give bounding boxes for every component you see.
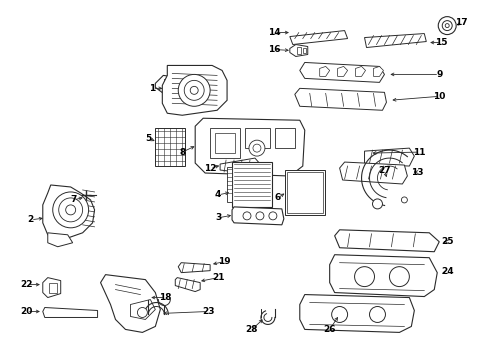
Polygon shape <box>364 33 426 48</box>
Polygon shape <box>42 185 94 240</box>
Bar <box>286 172 322 213</box>
Polygon shape <box>319 67 329 76</box>
Text: 10: 10 <box>432 92 445 101</box>
Circle shape <box>441 21 451 31</box>
Polygon shape <box>42 278 61 298</box>
Polygon shape <box>220 158 262 174</box>
Circle shape <box>401 197 407 203</box>
Bar <box>296 46 300 54</box>
Polygon shape <box>155 75 177 93</box>
Circle shape <box>369 306 385 323</box>
Bar <box>285 170 324 215</box>
Polygon shape <box>48 233 73 247</box>
Circle shape <box>53 192 88 228</box>
Text: 25: 25 <box>440 237 452 246</box>
Text: 1: 1 <box>149 84 155 93</box>
Text: 9: 9 <box>435 70 442 79</box>
Text: 5: 5 <box>145 134 151 143</box>
Text: 6: 6 <box>274 193 281 202</box>
Text: 28: 28 <box>245 325 258 334</box>
Circle shape <box>354 267 374 287</box>
Circle shape <box>388 267 408 287</box>
Bar <box>302 48 305 54</box>
Text: 2: 2 <box>28 215 34 224</box>
Bar <box>164 80 174 89</box>
Polygon shape <box>195 118 304 176</box>
Circle shape <box>331 306 347 323</box>
Text: 4: 4 <box>214 190 221 199</box>
Circle shape <box>444 24 448 28</box>
Polygon shape <box>130 300 155 319</box>
Polygon shape <box>299 294 413 332</box>
Text: 13: 13 <box>410 167 423 176</box>
Text: 14: 14 <box>267 28 280 37</box>
Bar <box>215 133 235 153</box>
Polygon shape <box>299 62 384 82</box>
Polygon shape <box>355 67 365 76</box>
Polygon shape <box>294 88 386 110</box>
Polygon shape <box>42 307 98 318</box>
Text: 20: 20 <box>20 307 33 316</box>
Text: 3: 3 <box>215 213 221 222</box>
Polygon shape <box>101 275 160 332</box>
Polygon shape <box>175 278 200 292</box>
Bar <box>155 128 185 166</box>
Text: 16: 16 <box>267 45 280 54</box>
Polygon shape <box>373 67 383 76</box>
Polygon shape <box>364 148 413 166</box>
Circle shape <box>184 80 203 100</box>
Polygon shape <box>289 45 307 57</box>
Text: 24: 24 <box>440 267 452 276</box>
Circle shape <box>59 198 82 222</box>
Bar <box>244 128 269 148</box>
Text: 22: 22 <box>20 280 33 289</box>
Text: 27: 27 <box>377 166 390 175</box>
Text: 26: 26 <box>323 325 335 334</box>
Bar <box>232 162 271 207</box>
Polygon shape <box>178 263 210 273</box>
Bar <box>274 128 294 148</box>
Text: 7: 7 <box>70 195 77 204</box>
Polygon shape <box>329 255 436 297</box>
Text: 21: 21 <box>211 273 224 282</box>
Circle shape <box>268 212 276 220</box>
Text: 15: 15 <box>434 38 447 47</box>
Polygon shape <box>289 31 347 45</box>
Bar <box>226 167 232 202</box>
Circle shape <box>255 212 264 220</box>
Circle shape <box>137 307 147 318</box>
Circle shape <box>437 17 455 35</box>
Text: 18: 18 <box>159 293 171 302</box>
Polygon shape <box>162 66 226 115</box>
Text: 17: 17 <box>454 18 467 27</box>
Circle shape <box>65 205 76 215</box>
Text: 19: 19 <box>217 257 230 266</box>
Circle shape <box>178 75 210 106</box>
Bar <box>49 283 57 293</box>
Circle shape <box>248 140 264 156</box>
Polygon shape <box>339 162 407 184</box>
Polygon shape <box>232 207 283 225</box>
Text: 23: 23 <box>202 307 214 316</box>
Circle shape <box>252 144 261 152</box>
Circle shape <box>372 199 382 209</box>
Text: 12: 12 <box>203 163 216 172</box>
Circle shape <box>243 212 250 220</box>
Polygon shape <box>337 67 347 76</box>
Polygon shape <box>334 230 438 252</box>
Circle shape <box>190 86 198 94</box>
Text: 11: 11 <box>412 148 425 157</box>
Bar <box>210 128 240 158</box>
Text: 8: 8 <box>179 148 185 157</box>
